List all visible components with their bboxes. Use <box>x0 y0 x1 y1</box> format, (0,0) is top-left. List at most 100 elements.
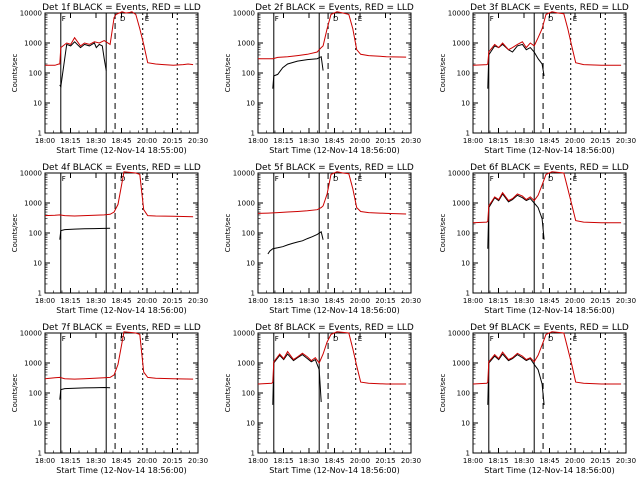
x-tick-label: 20:00 <box>350 457 370 465</box>
chart-title: Det 1f BLACK = Events, RED = LLD <box>42 3 201 13</box>
x-tick-label: 20:15 <box>590 137 610 145</box>
x-tick-label: 18:30 <box>299 297 319 305</box>
y-axis-label: Counts/sec <box>224 54 232 93</box>
y-tick-label: 1000 <box>452 200 470 208</box>
series-line-lld <box>44 331 194 380</box>
marker-D: D <box>333 175 338 183</box>
x-tick-label: 20:15 <box>162 457 182 465</box>
x-tick-label: 20:00 <box>137 137 157 145</box>
marker-E: E <box>573 335 577 343</box>
x-tick-label: 20:15 <box>162 137 182 145</box>
x-tick-label: 18:15 <box>273 297 293 305</box>
x-tick-label: 18:00 <box>35 137 55 145</box>
plot-frame <box>472 12 627 134</box>
y-tick-label: 1000 <box>237 200 255 208</box>
series-line-events <box>272 55 324 89</box>
marker-E: E <box>358 335 362 343</box>
x-tick-label: 18:00 <box>463 297 483 305</box>
plot-frame <box>472 172 627 294</box>
y-tick-label: 100 <box>29 230 42 238</box>
x-tick-label: 20:30 <box>616 457 636 465</box>
series-line-events <box>487 43 545 89</box>
y-tick-label: 100 <box>242 230 255 238</box>
y-tick-label: 1000 <box>24 360 42 368</box>
y-tick-label: 10000 <box>20 170 42 178</box>
series-line-events <box>59 227 111 240</box>
marker-E: E <box>358 175 362 183</box>
marker-D: D <box>333 335 338 343</box>
x-tick-label: 18:00 <box>463 457 483 465</box>
x-tick-label: 20:15 <box>375 457 395 465</box>
x-tick-label: 20:00 <box>565 457 585 465</box>
marker-F: F <box>62 175 66 183</box>
marker-D: D <box>548 335 553 343</box>
y-tick-label: 10 <box>246 260 255 268</box>
x-axis-label: Start Time (12-Nov-14 18:56:00) <box>484 146 614 155</box>
marker-E: E <box>145 335 149 343</box>
x-tick-label: 18:00 <box>248 457 268 465</box>
y-tick-label: 1 <box>466 290 470 298</box>
x-tick-label: 18:15 <box>273 457 293 465</box>
x-tick-label: 20:30 <box>188 137 208 145</box>
marker-F: F <box>275 175 279 183</box>
y-tick-label: 10000 <box>20 10 42 18</box>
x-tick-label: 18:45 <box>539 137 559 145</box>
marker-E: E <box>145 15 149 23</box>
y-tick-label: 1000 <box>237 40 255 48</box>
marker-F: F <box>62 335 66 343</box>
series-line-lld <box>257 171 407 215</box>
marker-F: F <box>490 175 494 183</box>
x-tick-label: 20:30 <box>401 297 421 305</box>
y-axis-label: Counts/sec <box>224 374 232 413</box>
x-axis-label: Start Time (12-Nov-14 18:56:00) <box>269 306 399 315</box>
x-tick-label: 20:00 <box>565 297 585 305</box>
y-tick-label: 1000 <box>24 200 42 208</box>
y-axis-label: Counts/sec <box>11 54 19 93</box>
y-tick-label: 1 <box>251 130 255 138</box>
series-line-lld <box>258 11 407 60</box>
x-tick-label: 18:45 <box>539 297 559 305</box>
x-axis-label: Start Time (12-Nov-14 18:56:00) <box>484 306 614 315</box>
y-tick-label: 10 <box>461 100 470 108</box>
chart-panel-3: Det 3f BLACK = Events, RED = LLD 1 10 100 10… <box>439 3 636 155</box>
x-tick-label: 20:00 <box>565 137 585 145</box>
marker-D: D <box>548 15 553 23</box>
x-axis-label: Start Time (12-Nov-14 18:56:00) <box>269 146 399 155</box>
x-tick-label: 20:30 <box>401 137 421 145</box>
series-line-events <box>59 386 111 400</box>
chart-panel-6: Det 6f BLACK = Events, RED = LLD 1 10 100 10… <box>439 163 636 315</box>
plot-frame <box>44 12 199 134</box>
series-line-events <box>487 353 545 405</box>
x-tick-label: 18:00 <box>463 137 483 145</box>
marker-E: E <box>573 175 577 183</box>
x-tick-label: 18:30 <box>514 457 534 465</box>
series-line-lld <box>45 11 194 66</box>
marker-E: E <box>145 175 149 183</box>
plot-frame <box>257 12 412 134</box>
y-tick-label: 10 <box>33 260 42 268</box>
chart-panel-4: Det 4f BLACK = Events, RED = LLD 1 10 100 10… <box>11 163 208 315</box>
x-tick-label: 18:30 <box>514 137 534 145</box>
x-tick-label: 20:30 <box>616 297 636 305</box>
x-tick-label: 20:30 <box>401 457 421 465</box>
plot-frame <box>472 332 627 454</box>
x-tick-label: 20:30 <box>188 297 208 305</box>
y-tick-label: 1 <box>251 290 255 298</box>
y-tick-label: 100 <box>242 390 255 398</box>
y-tick-label: 10 <box>461 260 470 268</box>
x-tick-label: 18:15 <box>488 457 508 465</box>
x-tick-label: 18:00 <box>248 137 268 145</box>
series-line-events <box>267 230 324 255</box>
x-axis-label: Start Time (12-Nov-14 18:56:00) <box>484 466 614 475</box>
chart-panel-2: Det 2f BLACK = Events, RED = LLD 1 10 100 10… <box>224 3 421 155</box>
x-tick-label: 18:45 <box>111 137 131 145</box>
chart-panel-1: Det 1f BLACK = Events, RED = LLD 1 10 100 10… <box>11 3 208 155</box>
x-tick-label: 20:00 <box>350 297 370 305</box>
chart-title: Det 8f BLACK = Events, RED = LLD <box>255 323 414 333</box>
x-tick-label: 18:15 <box>488 297 508 305</box>
x-tick-label: 18:30 <box>299 457 319 465</box>
x-tick-label: 20:30 <box>188 457 208 465</box>
chart-panel-9: Det 9f BLACK = Events, RED = LLD 1 10 100 10… <box>439 323 636 475</box>
chart-title: Det 3f BLACK = Events, RED = LLD <box>470 3 629 13</box>
plot-frame <box>44 172 199 294</box>
